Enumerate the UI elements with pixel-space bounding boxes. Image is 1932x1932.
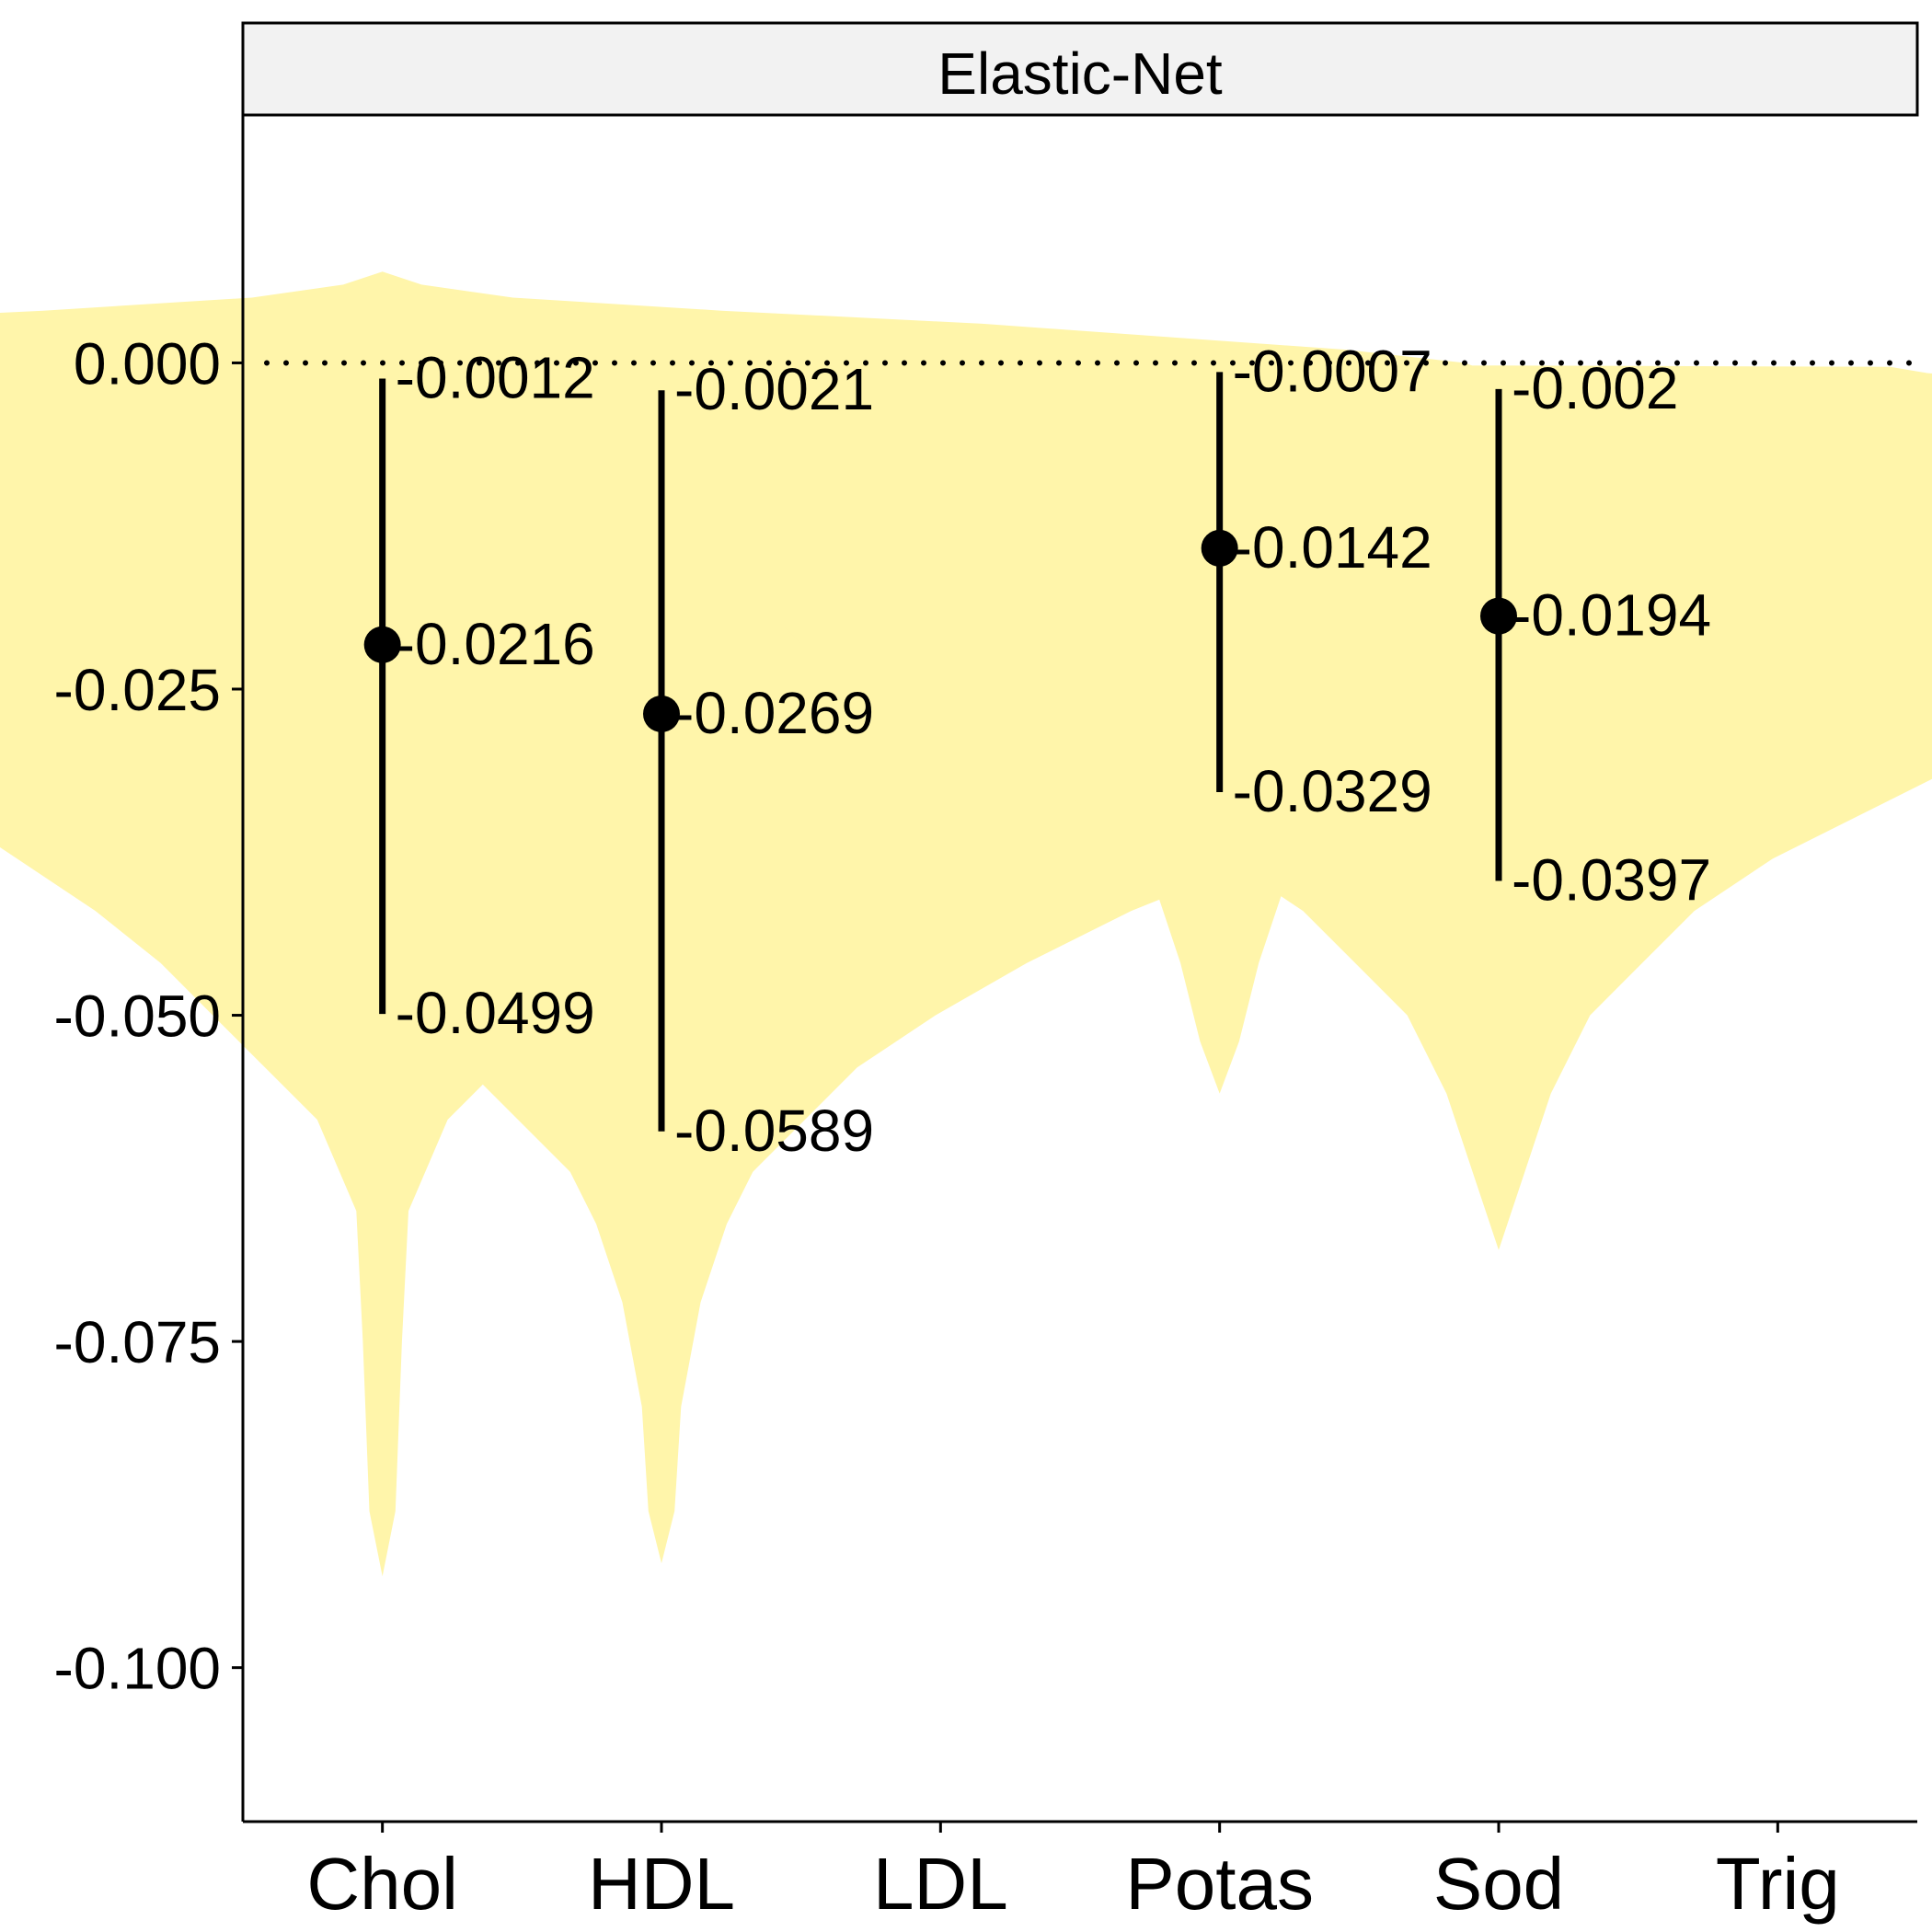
x-tick-label-trig: Trig xyxy=(1716,1843,1840,1925)
value-label-potas-median: -0.0142 xyxy=(1233,514,1432,581)
x-tick-label-potas: Potas xyxy=(1125,1843,1314,1925)
y-tick-label: -0.100 xyxy=(54,1636,221,1702)
facet-title: Elastic-Net xyxy=(937,40,1223,107)
value-label-chol-upper: -0.0012 xyxy=(396,344,595,410)
axes-layer: 0.000 -0.025 -0.050 -0.075 -0.100 Chol HDL LDL P… xyxy=(54,115,1917,1925)
value-label-hdl-upper: -0.0021 xyxy=(674,356,874,422)
x-tick-label-hdl: HDL xyxy=(588,1843,735,1925)
value-label-sod-upper: -0.002 xyxy=(1512,355,1678,421)
violin-layer xyxy=(0,271,1932,1577)
value-label-hdl-lower: -0.0589 xyxy=(674,1098,874,1164)
value-label-sod-lower: -0.0397 xyxy=(1512,846,1711,913)
facet-strip xyxy=(241,21,1919,117)
value-label-hdl-median: -0.0269 xyxy=(674,680,874,746)
median-point-potas xyxy=(1201,529,1238,567)
y-tick-label: -0.075 xyxy=(54,1309,221,1375)
interval-layer: -0.0012 -0.0216 -0.0499 -0.0021 -0.0269 -0.05… xyxy=(363,338,1711,1164)
value-label-potas-upper: -0.0007 xyxy=(1233,338,1432,404)
x-tick-label-chol: Chol xyxy=(306,1843,458,1925)
y-tick-label: -0.025 xyxy=(54,657,221,723)
value-label-sod-median: -0.0194 xyxy=(1512,582,1711,649)
x-tick-label-ldl: LDL xyxy=(873,1843,1008,1925)
x-tick-label-sod: Sod xyxy=(1433,1843,1564,1925)
value-label-chol-median: -0.0216 xyxy=(396,611,595,677)
y-tick-label: 0.000 xyxy=(74,330,221,397)
median-point-hdl xyxy=(643,695,680,732)
median-point-sod xyxy=(1480,597,1517,635)
value-label-chol-lower: -0.0499 xyxy=(396,980,595,1046)
y-tick-label: -0.050 xyxy=(54,983,221,1050)
violin-sod xyxy=(754,365,1932,1250)
value-label-potas-lower: -0.0329 xyxy=(1233,758,1432,824)
median-point-chol xyxy=(363,626,401,663)
